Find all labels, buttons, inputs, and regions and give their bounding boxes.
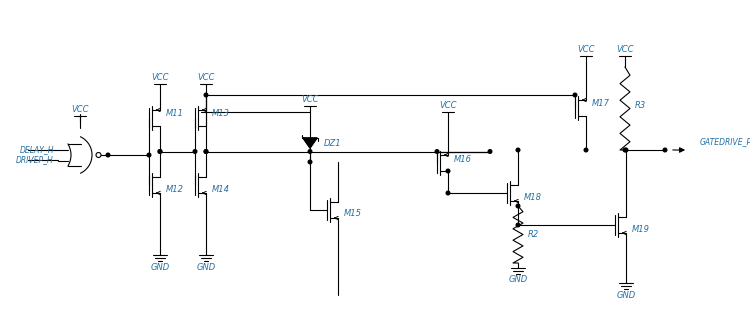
Circle shape xyxy=(446,191,450,195)
Text: M17: M17 xyxy=(592,100,610,109)
Circle shape xyxy=(663,148,667,152)
Polygon shape xyxy=(303,138,317,148)
Text: VCC: VCC xyxy=(197,74,214,83)
Circle shape xyxy=(204,150,208,153)
Circle shape xyxy=(106,153,109,157)
Circle shape xyxy=(446,169,450,173)
Text: GND: GND xyxy=(509,275,528,285)
Circle shape xyxy=(147,153,151,157)
Circle shape xyxy=(308,150,312,153)
Circle shape xyxy=(516,223,520,227)
Text: M16: M16 xyxy=(454,155,472,163)
Circle shape xyxy=(624,148,628,152)
Text: VCC: VCC xyxy=(152,74,169,83)
Text: DRIVEP_H: DRIVEP_H xyxy=(16,156,54,165)
Text: M15: M15 xyxy=(344,209,362,218)
Text: M19: M19 xyxy=(632,224,650,233)
Text: VCC: VCC xyxy=(616,45,634,54)
Circle shape xyxy=(516,148,520,152)
Circle shape xyxy=(158,150,162,153)
Circle shape xyxy=(204,150,208,153)
Circle shape xyxy=(204,93,208,97)
Circle shape xyxy=(96,152,101,157)
Text: GND: GND xyxy=(196,263,216,271)
Text: VCC: VCC xyxy=(578,45,595,54)
Text: VCC: VCC xyxy=(71,105,88,115)
Text: GATEDRIVE_P: GATEDRIVE_P xyxy=(700,137,750,146)
Circle shape xyxy=(158,150,162,153)
Circle shape xyxy=(573,93,577,97)
Text: M13: M13 xyxy=(212,110,230,119)
Circle shape xyxy=(516,204,520,208)
Circle shape xyxy=(308,160,312,164)
Text: M14: M14 xyxy=(212,184,230,193)
Circle shape xyxy=(584,148,588,152)
Text: DELAY_H: DELAY_H xyxy=(20,146,54,155)
Text: GND: GND xyxy=(150,263,170,271)
Text: R3: R3 xyxy=(635,101,646,110)
Text: M18: M18 xyxy=(524,192,542,202)
Text: R2: R2 xyxy=(528,230,539,239)
Text: GND: GND xyxy=(616,290,635,300)
Text: DZ1: DZ1 xyxy=(324,138,341,147)
Text: VCC: VCC xyxy=(302,95,319,105)
Circle shape xyxy=(488,150,492,153)
Circle shape xyxy=(435,150,439,153)
Circle shape xyxy=(623,148,627,152)
Circle shape xyxy=(194,150,196,153)
Text: M11: M11 xyxy=(166,110,184,119)
Text: M12: M12 xyxy=(166,184,184,193)
Text: VCC: VCC xyxy=(440,101,457,110)
